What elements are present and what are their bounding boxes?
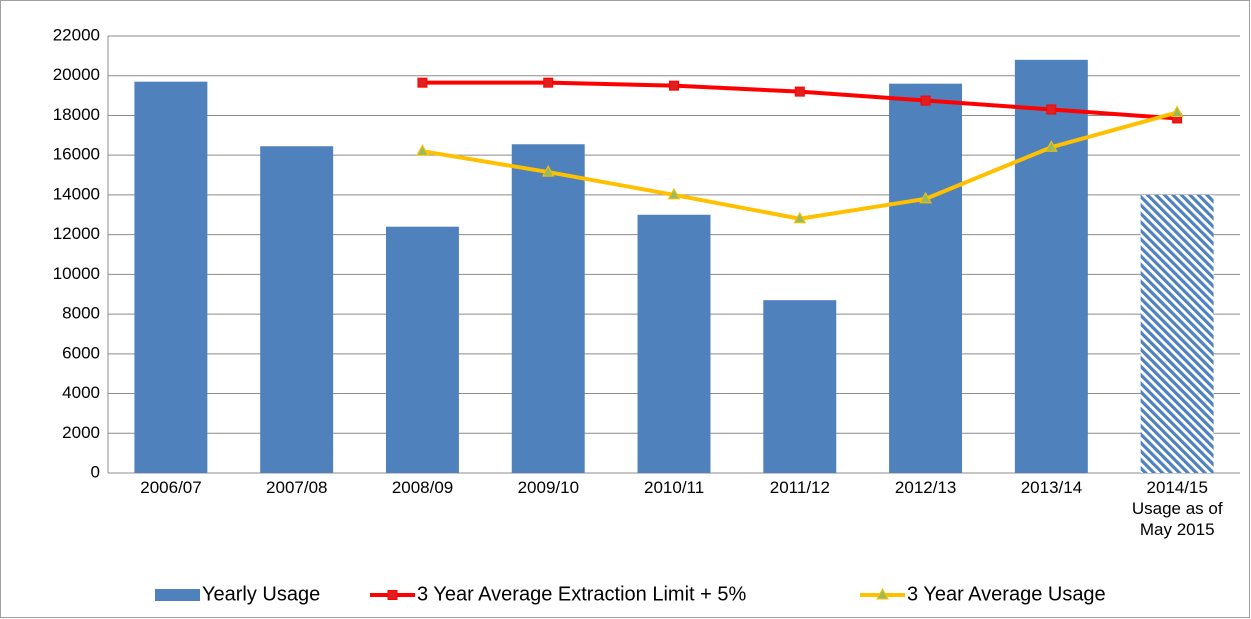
- line-marker: [794, 86, 805, 97]
- x-tick-label: 2007/08: [266, 478, 328, 497]
- y-tick-label: 4000: [62, 383, 100, 402]
- x-tick-label: 2012/13: [894, 478, 957, 497]
- line-marker: [541, 165, 555, 177]
- x-tick-label: 2009/10: [517, 478, 580, 497]
- legend-swatch: [155, 589, 200, 601]
- line-marker: [417, 77, 428, 88]
- bar: [511, 144, 585, 473]
- x-tick-label: 2006/07: [140, 478, 202, 497]
- y-tick-label: 12000: [53, 224, 100, 243]
- y-tick-label: 0: [91, 462, 100, 481]
- line-marker: [669, 80, 679, 91]
- bar: [637, 214, 711, 474]
- line-marker: [919, 191, 932, 204]
- bar: [1014, 59, 1088, 473]
- bar: [385, 226, 459, 473]
- y-tick-label: 6000: [62, 343, 100, 362]
- bar: [134, 81, 208, 473]
- line-marker: [416, 144, 429, 156]
- x-tick-label: 2011/12: [769, 478, 830, 497]
- bar: [260, 146, 334, 474]
- y-tick-label: 2000: [62, 423, 100, 442]
- line-marker: [1046, 104, 1057, 115]
- bar: [889, 83, 963, 473]
- y-tick-label: 20000: [53, 65, 100, 84]
- line-marker: [1170, 105, 1184, 117]
- y-tick-label: 8000: [62, 304, 100, 323]
- bar: [763, 300, 837, 473]
- x-tick-label: 2014/15 Usage as of May 2015: [1131, 478, 1223, 539]
- x-tick-label: 2013/14: [1020, 478, 1083, 497]
- legend-marker: [387, 590, 398, 600]
- y-tick-label: 16000: [53, 145, 100, 164]
- line-marker: [1044, 140, 1058, 152]
- line-marker: [667, 187, 681, 200]
- y-tick-label: 14000: [53, 184, 100, 203]
- legend-label: 3 Year Average Extraction Limit + 5%: [417, 583, 746, 605]
- y-tick-label: 10000: [53, 264, 100, 283]
- legend-label: Yearly Usage: [202, 583, 320, 605]
- line-marker: [793, 211, 807, 224]
- y-tick-label: 18000: [53, 105, 100, 124]
- line-marker: [543, 77, 554, 88]
- y-tick-label: 22000: [53, 25, 100, 44]
- line-marker: [920, 95, 931, 106]
- legend-label: 3 Year Average Usage: [907, 583, 1106, 605]
- x-tick-label: 2008/09: [391, 478, 454, 497]
- legend-marker: [876, 587, 889, 600]
- x-tick-label: 2010/11: [644, 478, 705, 497]
- bar: [1140, 194, 1214, 473]
